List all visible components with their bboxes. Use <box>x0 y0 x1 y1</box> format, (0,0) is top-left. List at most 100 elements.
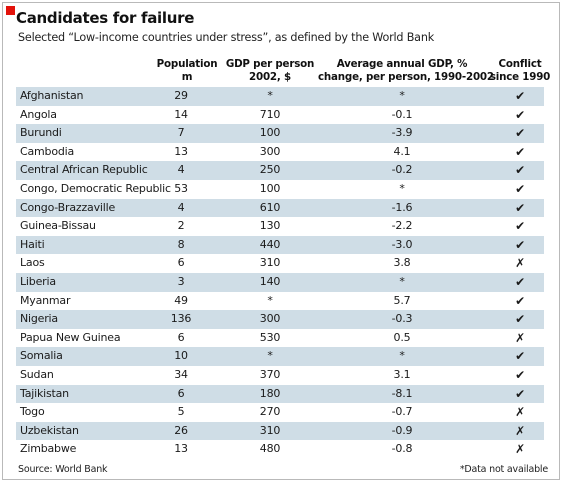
table-row: Liberia 3 140 * ✔ <box>16 272 544 292</box>
country-cell: Laos <box>20 256 45 270</box>
header-population-line2: m <box>181 71 193 83</box>
gdp-change-cell: * <box>399 349 405 363</box>
conflict-check-mark: ✔ <box>515 200 525 215</box>
gdp-cell: 440 <box>259 237 281 251</box>
population-cell: 49 <box>174 293 188 307</box>
conflict-check-mark: ✔ <box>515 107 525 122</box>
gdp-cell: 480 <box>259 442 281 456</box>
gdp-cell: * <box>267 349 273 363</box>
source-note: Source: World Bank <box>18 464 108 475</box>
table-row: Tajikistan 6 180 -8.1 ✔ <box>16 384 544 404</box>
country-cell: Uzbekistan <box>20 423 79 437</box>
country-cell: Sudan <box>20 367 54 381</box>
gdp-change-cell: -0.2 <box>391 163 413 177</box>
table-row: Myanmar 49 * 5.7 ✔ <box>16 292 544 311</box>
gdp-change-cell: -0.3 <box>391 312 413 326</box>
gdp-cell: 310 <box>259 256 281 270</box>
country-cell: Somalia <box>20 349 63 363</box>
table-row: Guinea-Bissau 2 130 -2.2 ✔ <box>16 217 544 236</box>
gdp-change-cell: -0.8 <box>391 442 413 456</box>
table-row: Papua New Guinea 6 530 0.5 ✗ <box>16 329 544 348</box>
population-cell: 7 <box>177 126 185 140</box>
gdp-cell: 610 <box>259 200 281 214</box>
population-cell: 4 <box>177 163 185 177</box>
data-table: Afghanistan 29 * * ✔ Angola 14 710 -0.1 ✔ Burundi 7… <box>16 87 544 459</box>
conflict-check-mark: ✔ <box>515 349 525 364</box>
gdp-change-cell: * <box>399 274 405 288</box>
population-cell: 3 <box>177 274 185 288</box>
gdp-cell: 300 <box>259 312 281 326</box>
population-cell: 8 <box>177 237 185 251</box>
conflict-check-mark: ✔ <box>515 367 525 382</box>
population-cell: 6 <box>177 330 185 344</box>
gdp-cell: * <box>267 293 273 307</box>
country-cell: Liberia <box>20 274 56 288</box>
gdp-change-cell: -1.6 <box>391 200 413 214</box>
gdp-change-cell: 5.7 <box>393 293 411 307</box>
gdp-cell: 710 <box>259 107 281 121</box>
gdp-cell: 300 <box>259 144 281 158</box>
header-change: Average annual GDP, % change, per person… <box>318 58 494 84</box>
gdp-cell: 140 <box>259 274 281 288</box>
conflict-check-mark: ✔ <box>515 163 525 178</box>
gdp-change-cell: 4.1 <box>393 144 411 158</box>
country-cell: Congo-Brazzaville <box>20 200 116 214</box>
conflict-cross-mark: ✗ <box>515 423 525 438</box>
conflict-check-mark: ✔ <box>515 144 525 159</box>
conflict-check-mark: ✔ <box>515 237 525 252</box>
gdp-change-cell: -3.9 <box>391 126 413 140</box>
country-cell: Haiti <box>20 237 45 251</box>
conflict-check-mark: ✔ <box>515 293 525 308</box>
population-cell: 29 <box>174 89 188 102</box>
gdp-cell: * <box>267 89 273 102</box>
header-conflict-line2: since 1990 <box>489 71 551 83</box>
gdp-change-cell: -3.0 <box>391 237 413 251</box>
table-row: Cambodia 13 300 4.1 ✔ <box>16 143 544 162</box>
population-cell: 4 <box>177 200 185 214</box>
table-row: Congo-Brazzaville 4 610 -1.6 ✔ <box>16 198 544 218</box>
country-cell: Tajikistan <box>20 386 69 400</box>
population-cell: 6 <box>177 386 185 400</box>
gdp-cell: 370 <box>259 367 281 381</box>
header-conflict: Conflict since 1990 <box>488 58 552 84</box>
population-cell: 14 <box>174 107 188 121</box>
header-gdp-line1: GDP per person <box>225 58 315 70</box>
header-population-line1: Population <box>156 58 218 70</box>
conflict-check-mark: ✔ <box>515 274 525 289</box>
country-cell: Congo, Democratic Republic <box>20 181 171 195</box>
gdp-change-cell: 3.8 <box>393 256 411 270</box>
population-cell: 34 <box>174 367 188 381</box>
country-cell: Zimbabwe <box>20 442 77 456</box>
header-change-line2: change, per person, 1990-2002 <box>318 71 494 83</box>
country-cell: Central African Republic <box>20 163 148 177</box>
gdp-cell: 250 <box>259 163 281 177</box>
country-cell: Papua New Guinea <box>20 330 121 344</box>
conflict-cross-mark: ✗ <box>515 405 525 420</box>
gdp-change-cell: -2.2 <box>391 219 413 233</box>
population-cell: 136 <box>170 312 192 326</box>
population-cell: 2 <box>177 219 185 233</box>
country-cell: Togo <box>20 405 45 419</box>
gdp-cell: 100 <box>259 126 281 140</box>
header-population: Population m <box>152 58 222 84</box>
country-cell: Guinea-Bissau <box>20 219 96 233</box>
table-row: Togo 5 270 -0.7 ✗ <box>16 403 544 422</box>
footnote: *Data not available <box>459 464 548 475</box>
header-conflict-line1: Conflict <box>498 58 542 70</box>
conflict-check-mark: ✔ <box>515 89 525 103</box>
table-row: Angola 14 710 -0.1 ✔ <box>16 106 544 125</box>
table-row: Congo, Democratic Republic 53 100 * ✔ <box>16 180 544 199</box>
population-cell: 10 <box>174 349 188 363</box>
gdp-cell: 530 <box>259 330 281 344</box>
country-cell: Afghanistan <box>20 89 84 102</box>
country-cell: Burundi <box>20 126 62 140</box>
gdp-change-cell: -8.1 <box>391 386 413 400</box>
conflict-cross-mark: ✗ <box>515 442 525 457</box>
conflict-check-mark: ✔ <box>515 386 525 401</box>
table-row: Afghanistan 29 * * ✔ <box>16 87 544 106</box>
table-row: Uzbekistan 26 310 -0.9 ✗ <box>16 421 544 441</box>
header-gdp-line2: 2002, $ <box>249 71 291 83</box>
population-cell: 26 <box>174 423 188 437</box>
table-row: Somalia 10 * * ✔ <box>16 347 544 366</box>
table-row: Laos 6 310 3.8 ✗ <box>16 254 544 273</box>
